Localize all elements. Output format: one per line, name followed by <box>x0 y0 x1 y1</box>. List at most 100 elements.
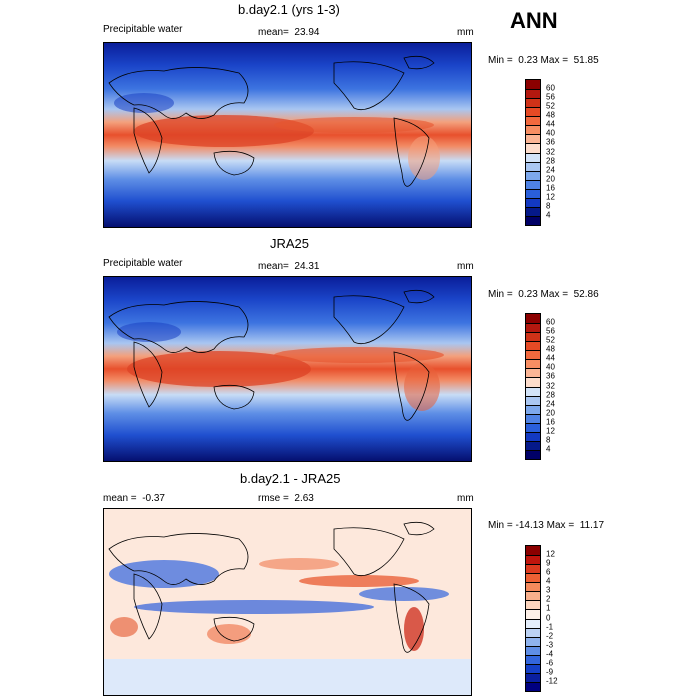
panel2-mean-label: mean= <box>258 261 289 272</box>
colorbar-segment <box>526 636 540 646</box>
panel1-minmax: Min = 0.23 Max = 51.85 <box>488 55 599 66</box>
panel1-max-label: Max = <box>540 55 569 66</box>
panel2-warm-pool <box>127 351 311 387</box>
colorbar-segment <box>526 663 540 673</box>
colorbar-tick-label: 20 <box>546 408 555 418</box>
panel2-units: mm <box>457 261 474 272</box>
colorbar-tick-label: 6 <box>546 567 551 577</box>
panel1-min-label: Min = <box>488 55 513 66</box>
colorbar-segment <box>526 197 540 207</box>
panel1-dry-region <box>114 93 174 113</box>
colorbar-segment <box>526 645 540 655</box>
panel2-min-label: Min = <box>488 289 513 300</box>
colorbar-tick-label: -12 <box>546 676 558 686</box>
colorbar-tick-label: 28 <box>546 156 555 166</box>
colorbar-segment <box>526 377 540 387</box>
panel1-mean: mean= 23.94 <box>258 27 319 38</box>
colorbar-tick-label: 56 <box>546 92 555 102</box>
panel3-rmse-value: 2.63 <box>294 493 314 504</box>
panel3-colorbar <box>525 545 541 692</box>
colorbar-segment <box>526 681 540 691</box>
panel3-max-value: 11.17 <box>579 520 605 531</box>
colorbar-tick-label: 16 <box>546 417 555 427</box>
colorbar-tick-label: 8 <box>546 201 551 211</box>
panel3-field <box>104 509 471 695</box>
colorbar-segment <box>526 143 540 153</box>
panel3-mean: mean = -0.37 <box>103 493 165 504</box>
panel3-positive-anomaly-4 <box>207 624 251 644</box>
colorbar-tick-label: 9 <box>546 558 551 568</box>
colorbar-segment <box>526 152 540 162</box>
colorbar-tick-label: 60 <box>546 83 555 93</box>
panel3-positive-anomaly-5 <box>110 617 138 637</box>
colorbar-segment <box>526 654 540 664</box>
colorbar-tick-label: 3 <box>546 585 551 595</box>
colorbar-tick-label: 24 <box>546 399 555 409</box>
colorbar-tick-label: 36 <box>546 137 555 147</box>
panel1-mean-label: mean= <box>258 27 289 38</box>
panel2-itcz <box>274 347 444 363</box>
colorbar-tick-label: 4 <box>546 444 551 454</box>
colorbar-segment <box>526 314 540 324</box>
panel3-minmax: Min = -14.13 Max = 11.17 <box>488 520 604 531</box>
panel2-mean: mean= 24.31 <box>258 261 319 272</box>
panel1-field <box>104 43 471 227</box>
colorbar-segment <box>526 555 540 565</box>
colorbar-tick-label: 4 <box>546 576 551 586</box>
colorbar-tick-label: 0 <box>546 613 551 622</box>
panel2-south-america-moist <box>404 363 440 411</box>
panel2-dry-region <box>117 322 181 342</box>
colorbar-tick-label: 12 <box>546 549 555 559</box>
panel2-colorbar-labels: 60 56 52 48 44 40 36 32 28 24 20 16 12 8 4 <box>546 313 586 460</box>
panel3-negative-anomaly-3 <box>359 587 449 601</box>
colorbar-segment <box>526 618 540 628</box>
colorbar-segment <box>526 591 540 601</box>
colorbar-segment <box>526 125 540 135</box>
colorbar-segment <box>526 546 540 556</box>
panel3-max-label: Max = <box>546 520 575 531</box>
colorbar-tick-label: -4 <box>546 649 554 659</box>
colorbar-tick-label: 56 <box>546 326 555 336</box>
panel3-positive-anomaly-1 <box>299 575 419 587</box>
colorbar-segment <box>526 188 540 198</box>
colorbar-tick-label: 48 <box>546 110 555 120</box>
panel1-mean-value: 23.94 <box>294 27 320 38</box>
colorbar-tick-label: -3 <box>546 640 554 650</box>
colorbar-tick-label: 1 <box>546 603 551 613</box>
colorbar-tick-label: -2 <box>546 631 554 641</box>
colorbar-segment <box>526 404 540 414</box>
panel1-max-value: 51.85 <box>573 55 599 66</box>
colorbar-tick-label: 12 <box>546 426 555 436</box>
panel3-title: b.day2.1 - JRA25 <box>240 471 341 486</box>
colorbar-segment <box>526 134 540 144</box>
panel2-coastlines <box>108 289 435 421</box>
panel2-variable-label: Precipitable water <box>103 258 183 269</box>
colorbar-segment <box>526 627 540 637</box>
colorbar-tick-label: 2 <box>546 594 551 604</box>
colorbar-segment <box>526 323 540 333</box>
panel3-negative-anomaly-2 <box>134 600 374 614</box>
panel1-map <box>103 42 472 228</box>
panel1-title: b.day2.1 (yrs 1-3) <box>238 2 340 17</box>
colorbar-tick-label: 24 <box>546 165 555 175</box>
colorbar-segment <box>526 564 540 574</box>
colorbar-tick-label: 16 <box>546 183 555 193</box>
colorbar-tick-label: 28 <box>546 390 555 400</box>
panel3-min-label: Min = <box>488 520 513 531</box>
colorbar-segment <box>526 170 540 180</box>
colorbar-segment <box>526 206 540 216</box>
panel3-coastlines <box>108 521 435 653</box>
colorbar-segment <box>526 179 540 189</box>
panel3-rmse-label: rmse = <box>258 493 289 504</box>
colorbar-segment <box>526 332 540 342</box>
panel1-warm-pool <box>134 115 314 147</box>
colorbar-tick-label: -1 <box>546 622 554 632</box>
panel3-colorbar-labels: 12 9 6 4 3 2 1 0 -1 -2 -3 -4 -6 -9 -12 <box>546 545 586 692</box>
panel3-units: mm <box>457 493 474 504</box>
panel2-max-value: 52.86 <box>573 289 599 300</box>
colorbar-segment <box>526 80 540 90</box>
panel3-positive-anomaly-2 <box>259 558 339 570</box>
panel2-field <box>104 277 471 461</box>
panel3-negative-anomaly-1 <box>109 560 219 588</box>
colorbar-tick-label: 48 <box>546 344 555 354</box>
